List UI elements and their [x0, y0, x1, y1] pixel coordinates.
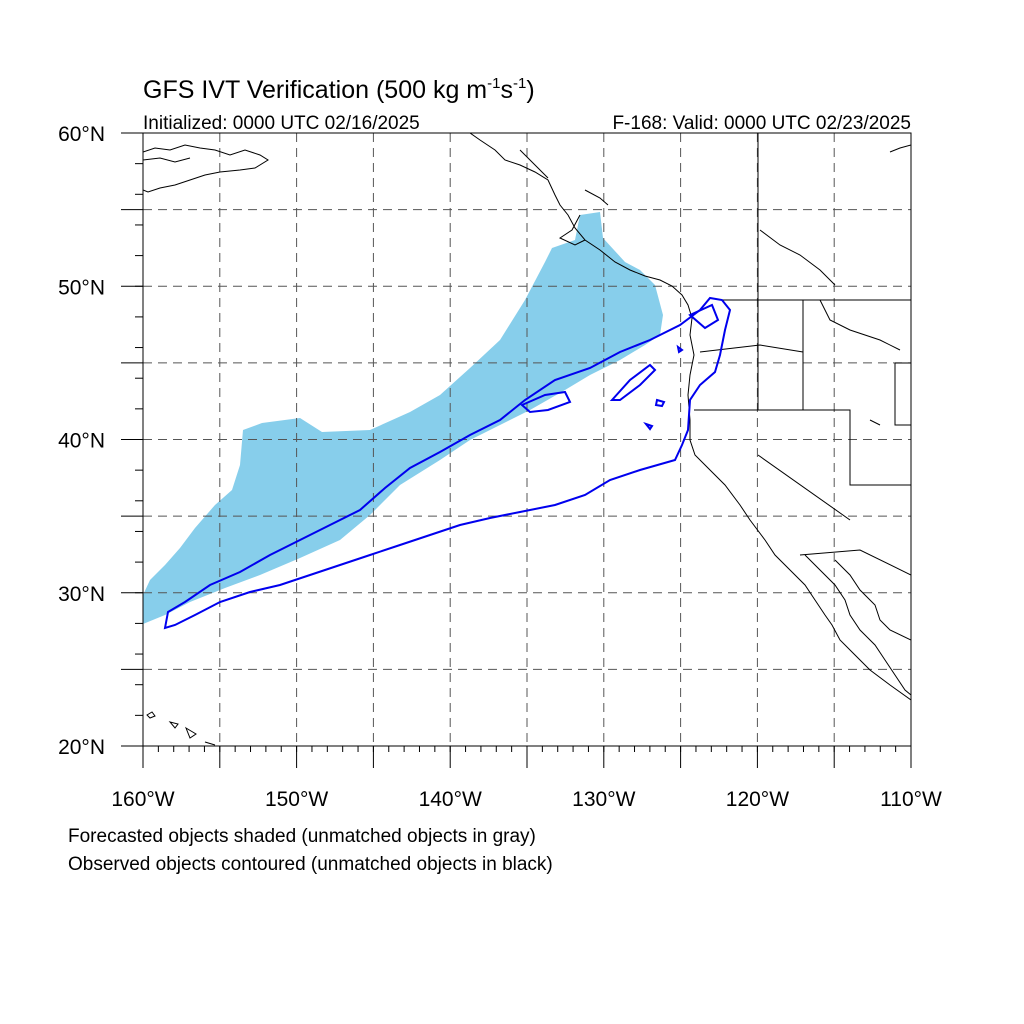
lat-tick-label: 30°N [58, 583, 105, 606]
lat-tick-label: 20°N [58, 736, 105, 759]
initialized-label: Initialized: 0000 UTC 02/16/2025 [143, 113, 420, 134]
lon-tick-label: 110°W [880, 788, 942, 811]
map-gridlines [143, 133, 911, 746]
lon-tick-label: 140°W [419, 788, 482, 811]
lon-tick-label: 120°W [726, 788, 789, 811]
valid-label: F-168: Valid: 0000 UTC 02/23/2025 [612, 113, 911, 134]
axis-ticks [121, 132, 912, 768]
map-area [143, 133, 911, 746]
observed-contour-main [163, 296, 732, 630]
coastlines [143, 133, 911, 746]
figure-title: GFS IVT Verification (500 kg m-1s-1) [143, 75, 535, 104]
legend-observed-note: Observed objects contoured (unmatched ob… [68, 854, 553, 875]
observed-contour-offshore [609, 363, 657, 401]
observed-ivt-contours [163, 296, 732, 630]
lat-tick-label: 50°N [58, 276, 105, 299]
forecast-ivt-object [143, 212, 663, 624]
lat-tick-label: 40°N [58, 430, 105, 453]
legend-forecast-note: Forecasted objects shaded (unmatched obj… [68, 826, 536, 847]
lat-tick-label: 60°N [58, 123, 105, 146]
lon-tick-label: 130°W [572, 788, 635, 811]
lon-tick-label: 160°W [111, 788, 174, 811]
axis-tick-labels: 160°W 150°W 140°W 130°W 120°W 110°W 60°N 50°N 40… [58, 123, 942, 811]
observed-contour-inner [520, 390, 572, 414]
lon-tick-label: 150°W [265, 788, 328, 811]
